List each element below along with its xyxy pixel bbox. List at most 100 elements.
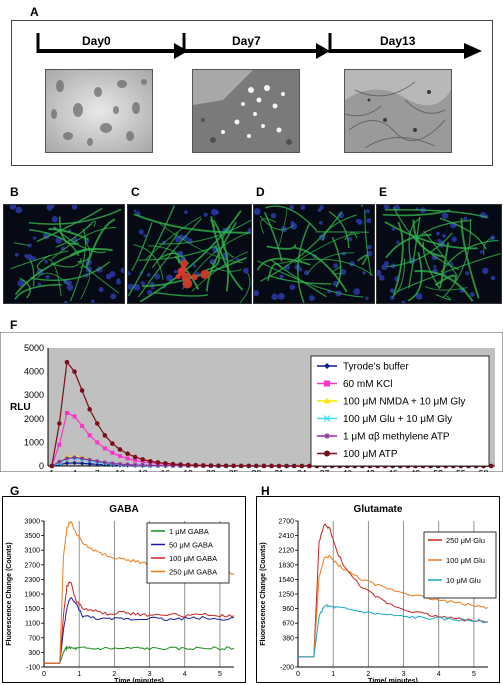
fluorescence-image-e bbox=[376, 204, 502, 304]
chart-f-point bbox=[140, 459, 145, 464]
chart-g: GABA-10030070011001500190023002700310035… bbox=[2, 496, 246, 683]
chart-f-point bbox=[72, 414, 77, 419]
chart-f-legend-entry: Tyrode's buffer bbox=[343, 362, 409, 373]
timeline-arrow-day7 bbox=[182, 33, 330, 59]
chart-f-point bbox=[102, 460, 108, 465]
chart-f-ytick: 3000 bbox=[24, 390, 44, 400]
timeline-arrows bbox=[36, 33, 482, 59]
fluorescence-image-b bbox=[3, 204, 125, 304]
chart-f-xtick: 46 bbox=[388, 468, 398, 472]
chart-f-point bbox=[155, 463, 161, 468]
chart-g-legend-entry: 100 μM GABA bbox=[169, 554, 217, 563]
fluorescence-image-c bbox=[127, 204, 252, 304]
chart-f-xtick: 58 bbox=[479, 468, 489, 472]
chart-h-ylabel: Fluorescence Change (Counts) bbox=[260, 542, 267, 645]
chart-f-point bbox=[79, 456, 85, 461]
chart-h-series-line bbox=[298, 603, 489, 658]
chart-g-ytick: 3100 bbox=[24, 548, 40, 555]
chart-f-xtick: 13 bbox=[138, 468, 148, 472]
chart-f-point bbox=[307, 463, 312, 469]
chart-f-legend-entry: 1 μM αβ methylene ATP bbox=[343, 432, 450, 443]
chart-h-xtick: 0 bbox=[296, 671, 300, 678]
chart-f-point bbox=[269, 463, 274, 469]
chart-h-ytick: 2410 bbox=[278, 533, 294, 540]
chart-f-point bbox=[72, 455, 77, 460]
chart-f-point bbox=[488, 463, 494, 469]
chart-f-point bbox=[72, 460, 77, 466]
panel-label-e: E bbox=[379, 185, 388, 199]
chart-f-point bbox=[110, 461, 115, 466]
chart-f-point bbox=[80, 423, 85, 428]
chart-f-point bbox=[79, 461, 85, 466]
chart-f-point bbox=[178, 462, 183, 467]
chart-g-series-line bbox=[44, 581, 235, 664]
chart-h-xtick: 5 bbox=[472, 671, 476, 678]
chart-f-xtick: 52 bbox=[433, 468, 443, 472]
chart-f-point bbox=[147, 458, 153, 464]
panel-label-b: B bbox=[10, 185, 19, 199]
chart-g-legend-entry: 1 μM GABA bbox=[169, 527, 209, 536]
chart-f-point bbox=[216, 463, 221, 468]
panel-label-c: C bbox=[131, 185, 140, 199]
chart-f-point bbox=[284, 463, 289, 469]
chart-g-xtick: 3 bbox=[148, 671, 152, 678]
chart-f-point bbox=[64, 456, 70, 461]
chart-f-xtick: 1 bbox=[49, 468, 54, 472]
chart-f-xtick: 7 bbox=[95, 468, 100, 472]
chart-g-ytick: 1100 bbox=[25, 621, 40, 628]
chart-g-legend bbox=[146, 522, 230, 584]
panel-label-d: D bbox=[256, 185, 265, 199]
chart-f-xtick: 4 bbox=[72, 468, 77, 472]
chart-g-series-line bbox=[44, 596, 235, 664]
chart-f-xtick: 16 bbox=[161, 468, 171, 472]
chart-h-xlabel: Time( minutes) bbox=[368, 678, 418, 683]
chart-g-xtick: 1 bbox=[77, 671, 81, 678]
chart-g-ytick: 3500 bbox=[24, 533, 40, 540]
chart-h-ytick: 2120 bbox=[278, 548, 294, 555]
chart-f-point bbox=[261, 463, 267, 469]
chart-f: 0 1000 2000 3000 4000 5000 1 4 7 10 13 16 19 22 25 28 31… bbox=[0, 332, 503, 472]
chart-f-point bbox=[79, 388, 85, 393]
chart-g-xtick: 0 bbox=[42, 671, 46, 678]
chart-f-point bbox=[140, 457, 146, 462]
chart-g-ytick: 2700 bbox=[24, 562, 40, 569]
chart-f-xtick: 28 bbox=[252, 468, 262, 472]
chart-f-legend-entry: 60 mM KCl bbox=[343, 379, 392, 390]
chart-h-xtick: 3 bbox=[402, 671, 406, 678]
chart-f-xtick: 22 bbox=[206, 468, 216, 472]
chart-f-point bbox=[140, 462, 145, 468]
chart-g-ytick: 1900 bbox=[24, 592, 40, 599]
chart-h-xtick: 1 bbox=[331, 671, 335, 678]
chart-f-xtick: 55 bbox=[456, 468, 466, 472]
chart-f-point bbox=[291, 463, 297, 469]
chart-h-legend bbox=[423, 531, 497, 599]
panel-label-g: G bbox=[10, 484, 20, 498]
chart-h-ytick: 380 bbox=[282, 635, 294, 642]
chart-f-xtick: 34 bbox=[297, 468, 307, 472]
chart-h-title: Glutamate bbox=[354, 504, 403, 515]
chart-h-ytick: 1830 bbox=[278, 562, 294, 569]
chart-h-xtick: 2 bbox=[366, 671, 370, 678]
chart-f-ytick: 2000 bbox=[24, 414, 44, 424]
chart-g-xtick: 2 bbox=[112, 671, 116, 678]
chart-f-ytick: 0 bbox=[39, 461, 44, 471]
chart-f-point bbox=[110, 441, 115, 446]
chart-f-point bbox=[95, 440, 100, 445]
chart-f-point bbox=[231, 463, 236, 469]
chart-g-ytick: 1500 bbox=[24, 606, 40, 613]
chart-f-point bbox=[87, 461, 92, 467]
chart-g-ytick: 2300 bbox=[24, 577, 40, 584]
chart-f-xtick: 10 bbox=[115, 468, 125, 472]
chart-f-xtick: 43 bbox=[365, 468, 375, 472]
chart-h: Glutamate-200380670960125015401830212024… bbox=[256, 496, 500, 683]
chart-f-xtick: 37 bbox=[320, 468, 330, 472]
chart-f-point bbox=[254, 463, 259, 469]
chart-f-point bbox=[57, 459, 62, 464]
chart-h-series-line bbox=[298, 523, 489, 658]
chart-f-legend-entry: 100 μM Glu + 10 μM Gly bbox=[343, 414, 452, 425]
panel-label-h: H bbox=[261, 484, 270, 498]
chart-h-ytick: -200 bbox=[280, 665, 294, 672]
chart-f-point bbox=[87, 407, 92, 412]
chart-f-point bbox=[102, 433, 108, 438]
chart-f-ylabel: RLU bbox=[10, 402, 31, 413]
